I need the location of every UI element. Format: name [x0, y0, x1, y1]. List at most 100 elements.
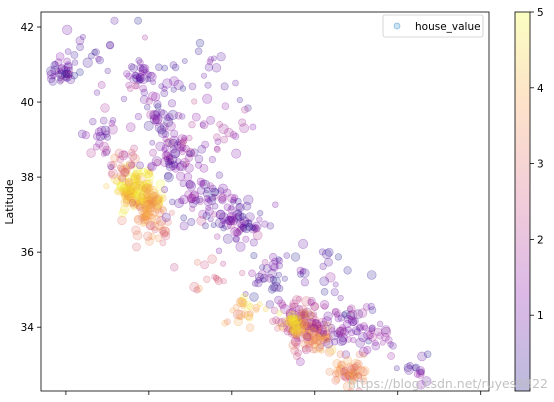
scatter-point — [141, 203, 148, 210]
scatter-point — [177, 143, 185, 151]
scatter-point — [237, 313, 244, 321]
scatter-point — [344, 362, 355, 373]
scatter-point — [131, 198, 141, 208]
scatter-point — [143, 169, 153, 179]
scatter-point — [126, 193, 136, 203]
scatter-point — [300, 278, 310, 287]
scatter-point — [224, 127, 234, 138]
scatter-point — [170, 263, 179, 272]
scatter-point — [149, 114, 160, 125]
scatter-point — [177, 161, 188, 172]
scatter-point — [274, 318, 284, 327]
scatter-point — [144, 198, 153, 207]
scatter-point — [144, 205, 151, 211]
scatter-point — [355, 337, 366, 348]
scatter-point — [154, 204, 161, 211]
scatter-point — [362, 324, 369, 332]
scatter-point — [121, 178, 130, 186]
scatter-point — [134, 175, 142, 183]
scatter-point — [126, 161, 134, 169]
scatter-point — [294, 317, 304, 327]
scatter-point — [142, 68, 149, 75]
scatter-point — [302, 331, 311, 340]
scatter-point — [153, 158, 161, 167]
scatter-point — [288, 324, 296, 332]
scatter-point — [309, 330, 320, 341]
scatter-point — [350, 358, 362, 370]
scatter-point — [296, 295, 303, 302]
scatter-point — [50, 72, 57, 79]
scatter-point — [315, 328, 325, 338]
scatter-point — [136, 59, 144, 66]
scatter-point — [253, 224, 260, 231]
scatter-point — [214, 277, 223, 286]
scatter-point — [239, 269, 246, 277]
scatter-point — [406, 362, 414, 370]
scatter-point — [142, 197, 149, 204]
scatter-point — [288, 317, 299, 328]
scatter-point — [291, 327, 302, 338]
scatter-point — [337, 314, 345, 322]
scatter-point — [124, 180, 132, 188]
scatter-point — [271, 276, 281, 287]
scatter-point — [187, 149, 196, 158]
scatter-point — [107, 124, 118, 135]
scatter-point — [179, 148, 186, 156]
scatter-point — [265, 300, 274, 309]
scatter-point — [121, 188, 128, 195]
scatter-point — [284, 316, 294, 326]
colorbar: 1 2 3 4 5 — [514, 7, 544, 392]
scatter-point — [128, 187, 135, 195]
scatter-point — [239, 123, 250, 134]
scatter-point — [139, 220, 147, 227]
scatter-point — [324, 247, 334, 257]
scatter-point — [368, 327, 376, 334]
scatter-point — [127, 186, 136, 194]
scatter-point — [232, 309, 243, 320]
scatter-point — [344, 371, 353, 380]
scatter-point — [239, 216, 250, 226]
scatter-point — [287, 328, 294, 334]
scatter-point — [347, 305, 354, 312]
scatter-point — [143, 199, 154, 210]
scatter-point — [311, 333, 321, 343]
scatter-point — [232, 132, 240, 140]
scatter-point — [113, 177, 121, 186]
scatter-point — [106, 41, 114, 49]
scatter-point — [51, 60, 58, 67]
scatter-point — [341, 371, 351, 381]
scatter-point — [162, 78, 173, 89]
scatter-point — [156, 216, 167, 227]
scatter-point — [154, 195, 163, 205]
scatter-point — [160, 229, 169, 238]
scatter-point — [305, 321, 315, 331]
scatter-point — [164, 114, 171, 121]
scatter-point — [147, 190, 156, 199]
y-tick-label: 38 — [21, 172, 34, 184]
scatter-point — [212, 203, 219, 210]
scatter-point — [296, 321, 304, 329]
scatter-point — [142, 179, 152, 190]
scatter-point — [50, 61, 59, 70]
scatter-point — [194, 47, 203, 56]
scatter-point — [291, 295, 301, 305]
scatter-point — [146, 184, 154, 192]
scatter-point — [295, 322, 303, 330]
scatter-point — [302, 329, 312, 339]
scatter-point — [311, 324, 319, 332]
plot-frame — [40, 11, 490, 392]
scatter-point — [118, 150, 129, 161]
scatter-point — [152, 203, 163, 214]
scatter-point — [153, 195, 163, 204]
scatter-point — [97, 81, 106, 89]
scatter-point — [285, 325, 292, 332]
scatter-point — [285, 315, 294, 325]
scatter-point — [270, 263, 279, 272]
scatter-point — [360, 377, 368, 385]
scatter-point — [347, 365, 356, 374]
scatter-point — [220, 225, 227, 232]
scatter-point — [265, 273, 275, 283]
scatter-point — [334, 369, 343, 378]
scatter-point — [208, 194, 217, 202]
scatter-point — [235, 203, 243, 211]
